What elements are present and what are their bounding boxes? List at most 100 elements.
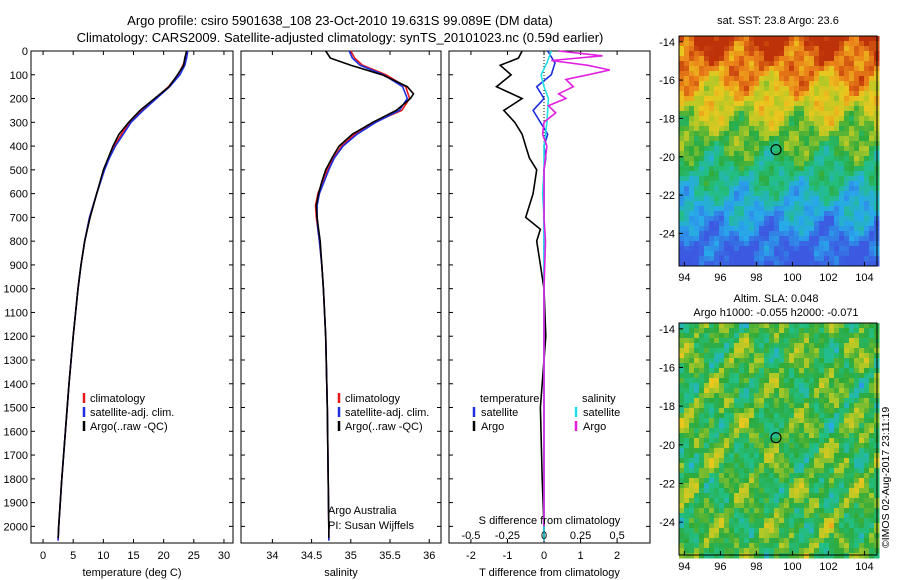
sst-map-cell xyxy=(684,181,690,187)
sla-map-cell xyxy=(869,468,875,474)
sla-map-cell xyxy=(854,503,860,509)
sst-map-cell xyxy=(699,76,705,82)
sst-map-cell xyxy=(689,151,695,157)
sst-map-cell xyxy=(719,151,725,157)
sla-map-cell xyxy=(849,508,855,514)
sst-map-cell xyxy=(789,76,795,82)
sst-map-cell xyxy=(714,231,720,237)
differences-xtick-label: 1 xyxy=(578,550,584,562)
sst-map-cell xyxy=(739,201,745,207)
sst-map-cell xyxy=(824,86,830,92)
sla-map-cell xyxy=(719,443,725,449)
sla-map-cell xyxy=(849,463,855,469)
sst-map-cell xyxy=(774,76,780,82)
sla-map-cell xyxy=(709,363,715,369)
sla-map-cell xyxy=(679,538,685,544)
sst-map-cell xyxy=(869,236,875,242)
sla-map-cell xyxy=(684,403,690,409)
sst-map-cell xyxy=(794,181,800,187)
sla-map-cell xyxy=(854,548,860,554)
sst-map-cell xyxy=(749,171,755,177)
sst-map-cell xyxy=(789,186,795,192)
sst-map-cell xyxy=(789,196,795,202)
sla-map-cell xyxy=(719,468,725,474)
sla-map-cell xyxy=(824,348,830,354)
sla-map-cell xyxy=(864,493,870,499)
sla-map-cell xyxy=(854,458,860,464)
sst-map-cell xyxy=(684,56,690,62)
sla-map-cell xyxy=(734,548,740,554)
sst-map-cell xyxy=(684,126,690,132)
sla-map-cell xyxy=(734,493,740,499)
sst-map-cell xyxy=(839,66,845,72)
sst-map-cell xyxy=(779,251,785,257)
differences-series-1 xyxy=(495,50,547,539)
sla-map-cell xyxy=(789,323,795,329)
sla-map-cell xyxy=(684,538,690,544)
sst-map-cell xyxy=(684,211,690,217)
sst-map-cell xyxy=(814,46,820,52)
sst-map-cell xyxy=(844,106,850,112)
sst-map-cell xyxy=(719,81,725,87)
sla-map-cell xyxy=(849,548,855,554)
sla-map-cell xyxy=(864,338,870,344)
sla-map-ytick-label: -24 xyxy=(659,517,675,529)
sla-map-cell xyxy=(784,408,790,414)
sst-map-cell xyxy=(809,146,815,152)
sla-map-cell xyxy=(784,388,790,394)
sla-map-cell xyxy=(739,343,745,349)
sla-map-cell xyxy=(849,363,855,369)
sla-map-cell xyxy=(774,383,780,389)
sla-map-cell xyxy=(819,548,825,554)
sst-map-cell xyxy=(844,36,850,42)
sla-map-cell xyxy=(869,378,875,384)
sst-map-cell xyxy=(754,151,760,157)
sst-map-cell xyxy=(679,111,685,117)
sla-map-cell xyxy=(689,403,695,409)
sla-map-cell xyxy=(749,508,755,514)
sla-map-cell xyxy=(759,528,765,534)
sst-map-cell xyxy=(749,236,755,242)
sst-map-cell xyxy=(764,111,770,117)
sst-map-cell xyxy=(714,106,720,112)
sla-map-cell xyxy=(694,448,700,454)
sst-map-cell xyxy=(849,56,855,62)
sla-map-cell xyxy=(854,453,860,459)
sla-map-cell xyxy=(699,468,705,474)
sst-map-cell xyxy=(804,161,810,167)
sla-map-cell xyxy=(799,543,805,549)
sst-map-cell xyxy=(769,141,775,147)
sst-map-cell xyxy=(744,96,750,102)
sla-map-cell xyxy=(689,338,695,344)
sst-map-cell xyxy=(854,261,860,267)
sst-map-cell xyxy=(734,106,740,112)
sla-map-cell xyxy=(679,358,685,364)
sst-map-cell xyxy=(779,96,785,102)
sla-map-cell xyxy=(864,503,870,509)
sla-map-cell xyxy=(719,503,725,509)
sla-map-cell xyxy=(814,498,820,504)
sla-map-cell xyxy=(779,443,785,449)
sst-map-cell xyxy=(714,171,720,177)
sst-map-cell xyxy=(839,91,845,97)
sst-map-cell xyxy=(699,121,705,127)
sst-map-cell xyxy=(869,101,875,107)
sla-map-cell xyxy=(814,418,820,424)
sla-map-cell xyxy=(774,508,780,514)
sla-map-cell xyxy=(819,363,825,369)
sla-map-cell xyxy=(769,343,775,349)
sst-map-cell xyxy=(679,101,685,107)
sst-map-cell xyxy=(689,91,695,97)
sla-map-cell xyxy=(819,523,825,529)
sla-map-cell xyxy=(734,373,740,379)
temperature-xtick-label: 0 xyxy=(40,550,46,562)
sla-map-cell xyxy=(684,363,690,369)
sst-map-cell xyxy=(774,81,780,87)
sla-map-cell xyxy=(679,398,685,404)
sla-map-cell xyxy=(794,473,800,479)
sst-map-cell xyxy=(729,86,735,92)
sst-map-cell xyxy=(724,176,730,182)
sla-map-cell xyxy=(849,533,855,539)
sla-map-cell xyxy=(754,513,760,519)
sst-map-cell xyxy=(834,41,840,47)
